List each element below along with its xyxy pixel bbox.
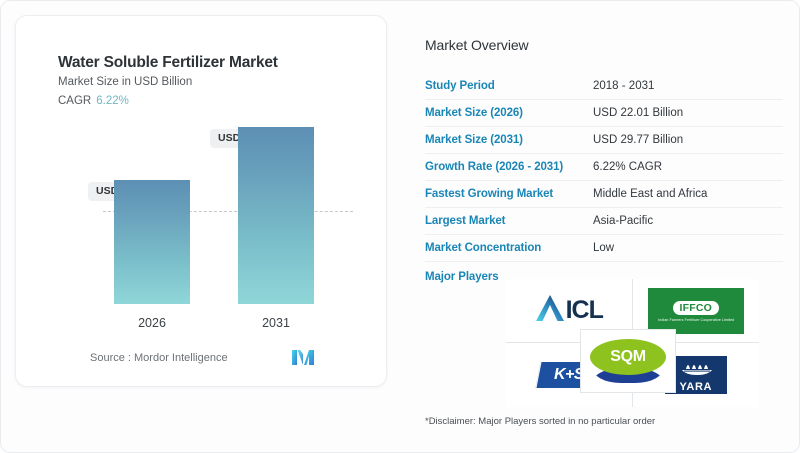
row-key: Market Concentration xyxy=(425,234,593,262)
icl-wordmark: ICL xyxy=(565,296,604,324)
table-row: Study Period 2018 - 2031 xyxy=(425,73,783,100)
sqm-ellipse-icon: SQM xyxy=(590,339,666,375)
row-key: Market Size (2026) xyxy=(425,99,593,127)
bar-2031 xyxy=(238,127,314,304)
yara-viking-ship-icon xyxy=(676,358,716,381)
major-players-label: Major Players xyxy=(425,271,499,283)
iffco-subtitle: Indian Farmers Fertiliser Cooperative Li… xyxy=(657,317,734,323)
chart-title: Water Soluble Fertilizer Market xyxy=(58,54,278,71)
table-row: Market Size (2031) USD 29.77 Billion xyxy=(425,126,783,154)
chart-subtitle: Market Size in USD Billion xyxy=(58,76,193,88)
logo-cell-sqm[interactable]: SQM xyxy=(580,329,676,393)
x-tick-2031: 2031 xyxy=(262,316,290,330)
disclaimer-text: *Disclaimer: Major Players sorted in no … xyxy=(425,416,656,427)
cagr-label: CAGR xyxy=(58,95,92,107)
iffco-wordmark: IFFCO xyxy=(671,299,720,316)
bar-2026 xyxy=(114,180,190,304)
table-row: Market Size (2026) USD 22.01 Billion xyxy=(425,99,783,127)
market-overview-panel: Market Overview Study Period 2018 - 2031… xyxy=(425,37,785,290)
table-row: Fastest Growing Market Middle East and A… xyxy=(425,180,783,208)
reference-dashed-line xyxy=(103,211,353,212)
x-tick-2026: 2026 xyxy=(138,316,166,330)
chart-card: Water Soluble Fertilizer Market Market S… xyxy=(15,15,387,387)
row-value: Asia-Pacific xyxy=(593,207,783,235)
row-value: Low xyxy=(593,234,783,262)
yara-wordmark: YARA xyxy=(679,380,713,393)
table-row: Market Concentration Low xyxy=(425,234,783,262)
row-key: Study Period xyxy=(425,73,593,100)
overview-table: Study Period 2018 - 2031 Market Size (20… xyxy=(425,73,783,290)
table-row: Largest Market Asia-Pacific xyxy=(425,207,783,235)
row-value: Middle East and Africa xyxy=(593,180,783,208)
sqm-wordmark: SQM xyxy=(610,348,646,365)
major-players-logo-grid: ICL IFFCO Indian Farmers Fertiliser Coop… xyxy=(506,279,759,407)
source-label: Source : Mordor Intelligence xyxy=(90,352,228,364)
source-row: Source : Mordor Intelligence xyxy=(58,350,348,368)
row-key: Growth Rate (2026 - 2031) xyxy=(425,153,593,181)
mordor-intelligence-mark-icon xyxy=(292,350,314,365)
row-key: Largest Market xyxy=(425,207,593,235)
logo-cell-iffco[interactable]: IFFCO Indian Farmers Fertiliser Cooperat… xyxy=(632,279,759,343)
icl-triangle-icon xyxy=(535,293,565,328)
table-row: Growth Rate (2026 - 2031) 6.22% CAGR xyxy=(425,153,783,181)
bar-chart-plot: USD 22.01 B USD 29.77 B 2026 2031 xyxy=(58,121,353,336)
row-key: Market Size (2031) xyxy=(425,126,593,154)
row-value: 2018 - 2031 xyxy=(593,73,783,100)
chart-cagr: CAGR 6.22% xyxy=(58,95,129,107)
overview-title: Market Overview xyxy=(425,37,529,53)
row-key: Fastest Growing Market xyxy=(425,180,593,208)
yara-logo: YARA xyxy=(664,356,727,394)
row-value: 6.22% CAGR xyxy=(593,153,783,181)
row-value: USD 29.77 Billion xyxy=(593,126,783,154)
row-value: USD 22.01 Billion xyxy=(593,99,783,127)
iffco-logo: IFFCO Indian Farmers Fertiliser Cooperat… xyxy=(647,287,744,334)
table-row-major-players: Major Players xyxy=(425,262,783,291)
cagr-value: 6.22% xyxy=(96,95,129,107)
sqm-logo: SQM xyxy=(586,336,670,386)
